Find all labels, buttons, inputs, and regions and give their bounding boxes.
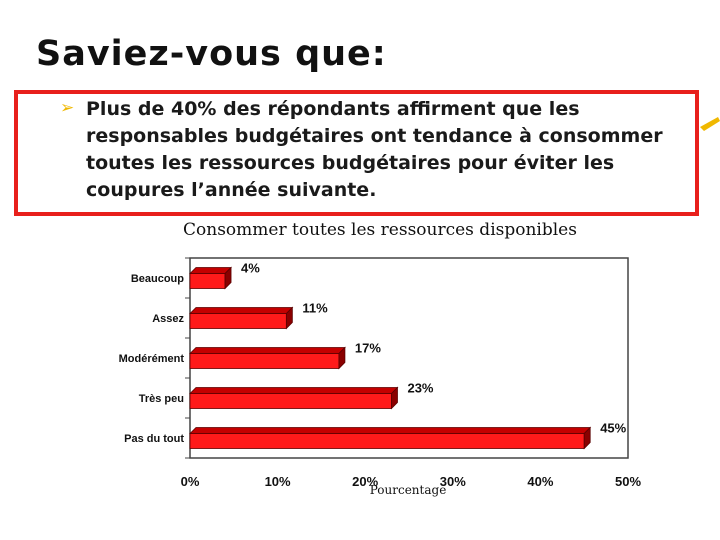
value-label: 45% <box>600 421 626 436</box>
bar <box>189 433 585 449</box>
x-tick-label: 0% <box>181 474 200 489</box>
value-label: 4% <box>241 261 260 276</box>
x-tick-label: 20% <box>352 474 378 489</box>
category-label: Pas du tout <box>124 433 184 445</box>
bar-side <box>224 266 232 290</box>
bar <box>189 353 340 369</box>
bar <box>189 313 287 329</box>
bar <box>189 393 392 409</box>
bar-top <box>189 267 233 274</box>
category-label: Modérément <box>119 353 185 365</box>
value-label: 23% <box>407 381 433 396</box>
bar-top <box>189 427 592 434</box>
x-tick-label: 30% <box>440 474 466 489</box>
bar-top <box>189 387 399 394</box>
x-tick-label: 10% <box>265 474 291 489</box>
bullet-text: Plus de 40% des répondants affirment que… <box>86 98 663 201</box>
category-label: Beaucoup <box>131 273 184 285</box>
x-tick-label: 40% <box>527 474 553 489</box>
value-label: 11% <box>302 301 328 316</box>
bar-side <box>583 426 591 450</box>
value-label: 17% <box>355 341 381 356</box>
slide-title: Saviez-vous que: <box>36 34 387 74</box>
category-label: Très peu <box>139 393 184 405</box>
callout-box <box>14 90 699 216</box>
bar-top <box>189 307 294 314</box>
x-tick-label: 50% <box>615 474 641 489</box>
bar-side <box>338 346 346 370</box>
category-label: Assez <box>152 313 184 325</box>
bar-top <box>189 347 346 354</box>
bar-side <box>391 386 398 410</box>
bullet-arrow-icon: ➢ <box>60 98 75 118</box>
pen-icon <box>700 117 720 131</box>
bar-side <box>285 306 293 330</box>
chart-title: Consommer toutes les ressources disponib… <box>183 220 577 240</box>
x-axis-title: Pourcentage <box>370 483 447 497</box>
bar <box>189 273 226 289</box>
